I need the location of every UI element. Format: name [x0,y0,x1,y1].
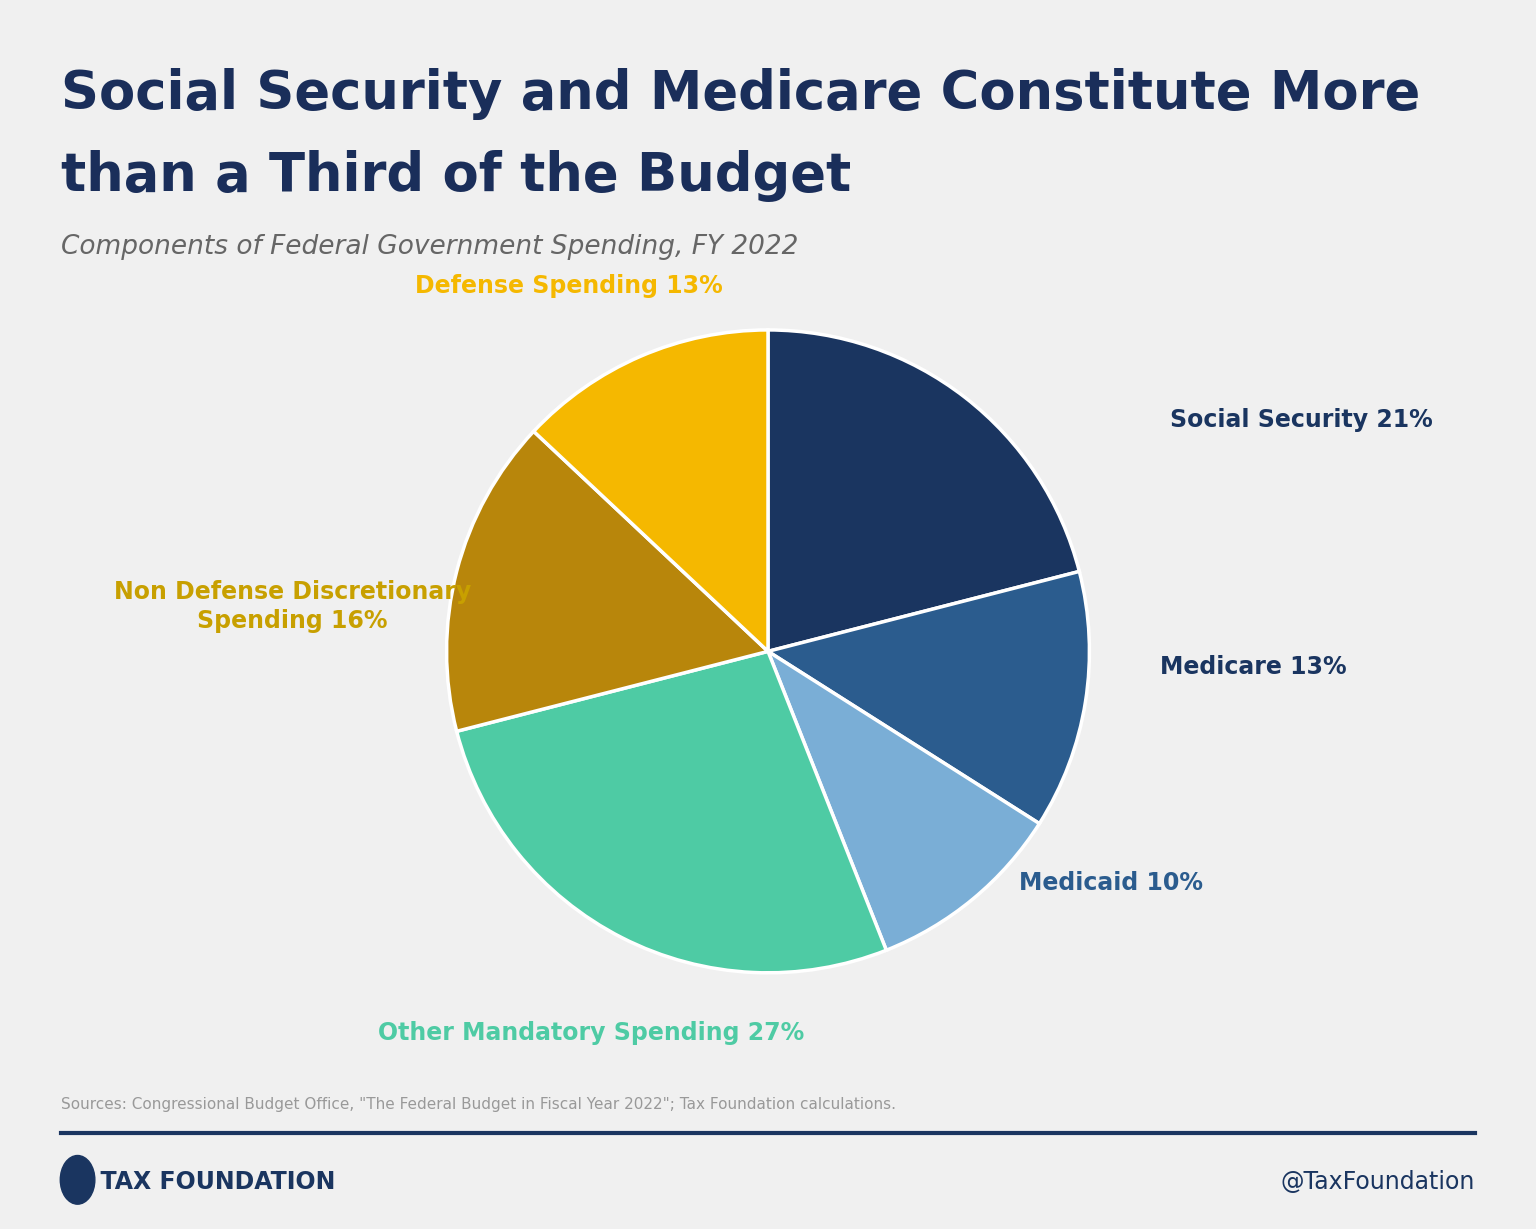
Text: than a Third of the Budget: than a Third of the Budget [61,150,851,202]
Text: Components of Federal Government Spending, FY 2022: Components of Federal Government Spendin… [61,234,799,259]
Text: Sources: Congressional Budget Office, "The Federal Budget in Fiscal Year 2022"; : Sources: Congressional Budget Office, "T… [61,1097,897,1112]
Wedge shape [447,431,768,731]
Wedge shape [533,329,768,651]
Text: Non Defense Discretionary
Spending 16%: Non Defense Discretionary Spending 16% [114,580,472,633]
Wedge shape [768,329,1080,651]
Wedge shape [768,651,1040,950]
Text: TAX FOUNDATION: TAX FOUNDATION [84,1170,336,1195]
Text: Social Security 21%: Social Security 21% [1170,408,1433,431]
Text: @TaxFoundation: @TaxFoundation [1279,1170,1475,1195]
Text: Defense Spending 13%: Defense Spending 13% [415,274,722,297]
Text: Medicare 13%: Medicare 13% [1160,655,1347,680]
Circle shape [60,1155,95,1204]
Wedge shape [456,651,886,973]
Wedge shape [768,571,1089,823]
Text: Social Security and Medicare Constitute More: Social Security and Medicare Constitute … [61,68,1421,119]
Text: Other Mandatory Spending 27%: Other Mandatory Spending 27% [378,1021,805,1045]
Text: Medicaid 10%: Medicaid 10% [1018,871,1203,895]
